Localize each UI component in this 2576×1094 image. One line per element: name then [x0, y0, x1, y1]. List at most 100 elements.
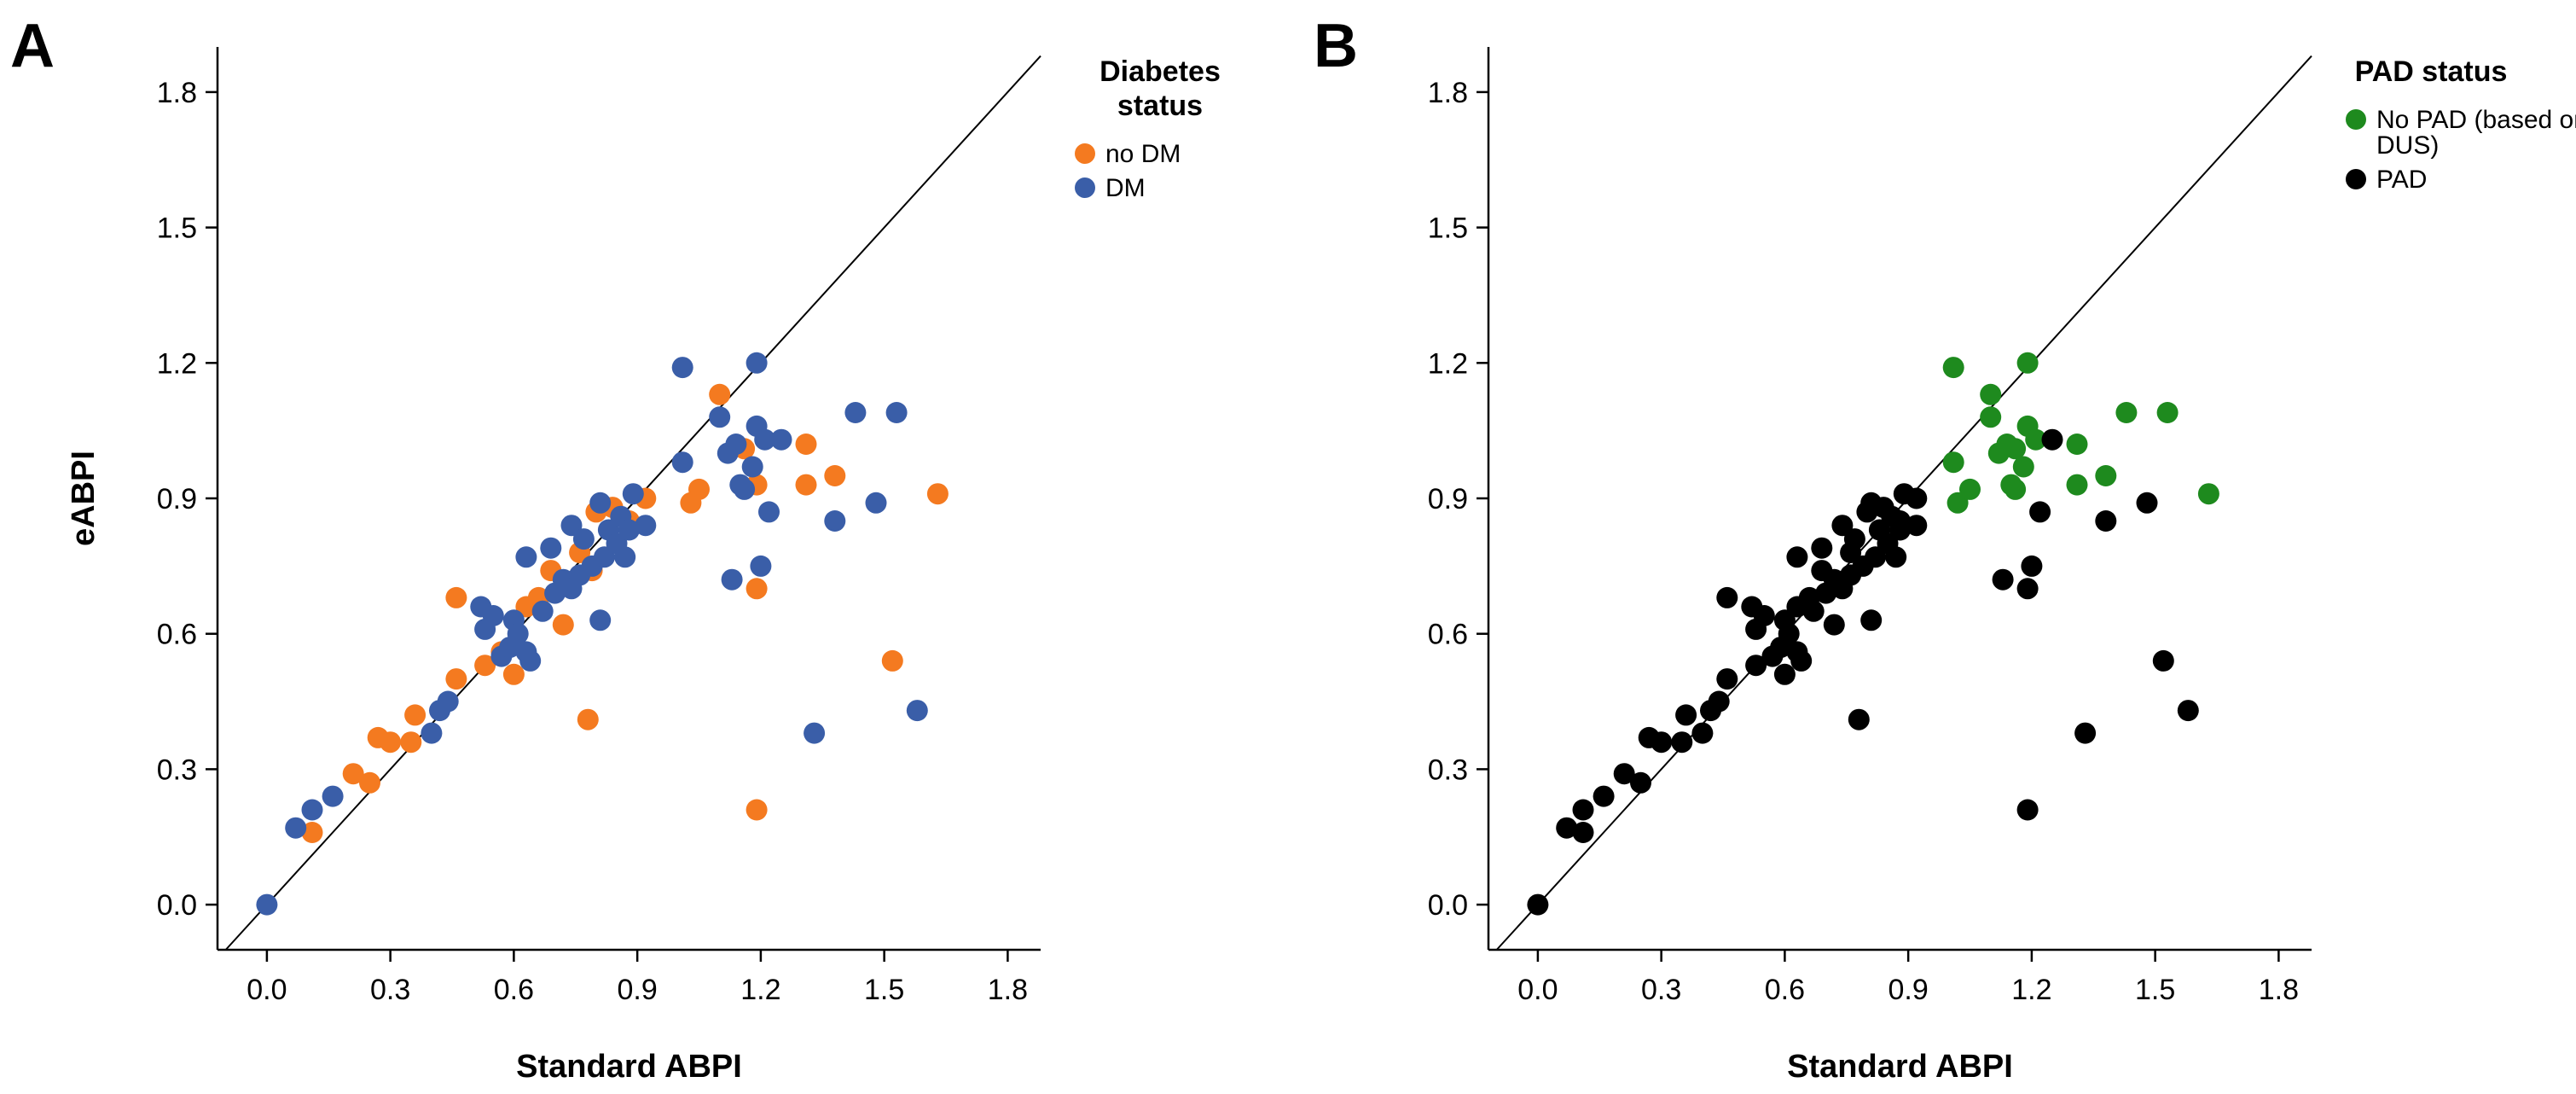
data-point — [2016, 578, 2039, 600]
x-tick-label: 0.3 — [1641, 974, 1681, 1006]
data-point — [2016, 352, 2039, 374]
data-point — [445, 586, 467, 608]
panel-letter: A — [10, 12, 55, 80]
data-point — [1959, 478, 1981, 500]
legend-title: PAD status — [2355, 55, 2508, 88]
data-point — [1716, 668, 1738, 690]
data-point — [445, 668, 467, 690]
x-tick-label: 0.6 — [1765, 974, 1805, 1006]
data-point — [1527, 893, 1549, 916]
data-point — [1691, 722, 1714, 744]
data-point — [758, 501, 780, 523]
x-tick-label: 0.0 — [247, 974, 287, 1006]
data-point — [589, 492, 612, 514]
legend-marker — [1075, 177, 1095, 198]
data-point — [885, 402, 908, 423]
data-point — [507, 623, 529, 645]
y-tick-label: 1.5 — [1428, 212, 1468, 245]
data-point — [865, 492, 887, 514]
data-point — [2005, 478, 2027, 500]
data-point — [688, 478, 710, 500]
x-tick-label: 0.0 — [1517, 974, 1558, 1006]
data-point — [322, 785, 344, 807]
data-point — [1651, 731, 1673, 754]
data-point — [709, 383, 731, 405]
data-point — [734, 478, 756, 500]
x-tick-label: 0.6 — [494, 974, 534, 1006]
data-point — [301, 822, 323, 843]
data-point — [2066, 474, 2088, 496]
data-point — [404, 704, 426, 726]
x-axis-title: Standard ABPI — [516, 1049, 742, 1085]
data-point — [437, 690, 459, 713]
data-point — [2095, 510, 2117, 532]
data-point — [1992, 568, 2014, 591]
data-point — [746, 352, 768, 374]
data-point — [2177, 700, 2199, 722]
data-point — [614, 546, 636, 568]
data-point — [881, 649, 903, 672]
data-point — [594, 546, 615, 568]
data-point — [572, 528, 595, 550]
data-point — [844, 402, 867, 423]
y-tick-label: 1.8 — [1428, 77, 1468, 109]
data-point — [589, 609, 612, 631]
data-point — [671, 357, 693, 379]
data-point — [721, 568, 743, 591]
data-point — [795, 474, 817, 496]
data-point — [1556, 817, 1578, 839]
data-point — [1593, 785, 1615, 807]
data-point — [1786, 546, 1808, 568]
data-point — [1778, 623, 1800, 645]
x-tick-label: 0.9 — [1888, 974, 1929, 1006]
data-point — [709, 406, 731, 428]
data-point — [725, 434, 747, 455]
legend-marker — [2346, 169, 2366, 189]
x-axis-title: Standard ABPI — [1787, 1049, 2013, 1085]
data-point — [741, 456, 763, 478]
data-point — [1802, 600, 1825, 622]
data-point — [2012, 456, 2034, 478]
data-point — [2156, 402, 2179, 423]
data-point — [1572, 799, 1594, 821]
data-point — [750, 555, 772, 577]
data-point — [519, 649, 542, 672]
data-point — [671, 451, 693, 474]
data-point — [421, 722, 443, 744]
data-point — [256, 893, 278, 916]
data-point — [1906, 487, 1928, 509]
data-point — [560, 515, 583, 537]
x-tick-label: 1.2 — [2011, 974, 2051, 1006]
data-point — [2029, 501, 2051, 523]
data-point — [1823, 614, 1845, 636]
data-point — [906, 700, 928, 722]
y-tick-label: 0.6 — [157, 619, 197, 651]
data-point — [2152, 649, 2174, 672]
data-point — [400, 731, 422, 754]
data-point — [1708, 690, 1730, 713]
data-point — [1889, 510, 1911, 532]
data-point — [1790, 649, 1813, 672]
data-point — [531, 600, 554, 622]
data-point — [2136, 492, 2158, 514]
data-point — [1572, 822, 1594, 843]
data-point — [1980, 406, 2002, 428]
data-point — [618, 519, 640, 541]
data-point — [342, 763, 364, 785]
data-point — [1942, 357, 1964, 379]
data-point — [770, 428, 792, 451]
data-point — [474, 655, 496, 677]
data-point — [635, 515, 657, 537]
y-tick-label: 0.6 — [1428, 619, 1468, 651]
legend-label: no DM — [1105, 140, 1181, 168]
data-point — [2016, 799, 2039, 821]
x-tick-label: 1.5 — [864, 974, 904, 1006]
legend-label: PAD — [2376, 166, 2427, 194]
data-point — [746, 799, 768, 821]
data-point — [1843, 528, 1865, 550]
data-point — [1860, 609, 1883, 631]
data-point — [540, 537, 562, 559]
x-tick-label: 0.9 — [618, 974, 658, 1006]
data-point — [1811, 537, 1833, 559]
data-point — [301, 799, 323, 821]
